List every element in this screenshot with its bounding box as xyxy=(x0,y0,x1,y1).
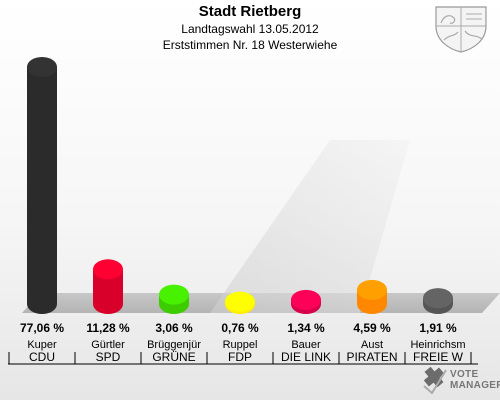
bar-top xyxy=(291,289,321,310)
party-label: FREIE W xyxy=(413,350,464,364)
bar-3 xyxy=(225,291,255,314)
chart-subtitle-district: Erststimmen Nr. 18 Westerwiehe xyxy=(162,38,338,52)
party-label: GRÜNE xyxy=(152,350,195,364)
party-label: FDP xyxy=(228,350,252,364)
bar-2 xyxy=(159,284,189,314)
brand-line-1: VOTE xyxy=(450,369,479,380)
bar-body xyxy=(93,269,123,314)
candidate-label: Gürtler xyxy=(91,339,125,351)
bar-top xyxy=(159,284,189,305)
value-label: 0,76 % xyxy=(221,321,259,335)
brand-line-2: MANAGER xyxy=(450,380,500,391)
chart-title: Stadt Rietberg xyxy=(198,3,302,20)
bar-5 xyxy=(357,279,387,314)
party-label: CDU xyxy=(29,350,55,364)
bar-top xyxy=(423,288,453,309)
vote-manager-text: VOTE MANAGER xyxy=(450,369,500,391)
bar-top xyxy=(93,259,123,280)
bar-0 xyxy=(27,57,57,314)
bar-1 xyxy=(93,259,123,314)
bar-top xyxy=(225,291,255,312)
value-label: 1,91 % xyxy=(419,321,457,335)
chart-subtitle-election: Landtagswahl 13.05.2012 xyxy=(181,22,319,36)
bar-body xyxy=(27,67,57,314)
value-label: 11,28 % xyxy=(86,321,130,335)
bar-6 xyxy=(423,288,453,314)
candidate-label: Aust xyxy=(361,339,383,351)
vote-manager-logo xyxy=(423,366,447,394)
coat-of-arms-icon xyxy=(435,6,487,53)
bar-top xyxy=(357,279,387,300)
chart-floor-reflection xyxy=(210,140,410,313)
value-label: 4,59 % xyxy=(353,321,391,335)
bar-top xyxy=(27,57,57,77)
party-label: DIE LINK xyxy=(281,350,331,364)
bar-4 xyxy=(291,289,321,314)
value-label: 1,34 % xyxy=(287,321,325,335)
candidate-label: Kuper xyxy=(27,339,57,351)
party-label: SPD xyxy=(96,350,121,364)
value-label: 3,06 % xyxy=(155,321,193,335)
candidate-label: Heinrichsm xyxy=(410,339,465,351)
candidate-label: Bauer xyxy=(291,339,321,351)
party-label: PIRATEN xyxy=(346,350,397,364)
candidate-label: Brüggenjür xyxy=(147,339,201,351)
value-label: 77,06 % xyxy=(20,321,64,335)
candidate-label: Ruppel xyxy=(223,339,258,351)
